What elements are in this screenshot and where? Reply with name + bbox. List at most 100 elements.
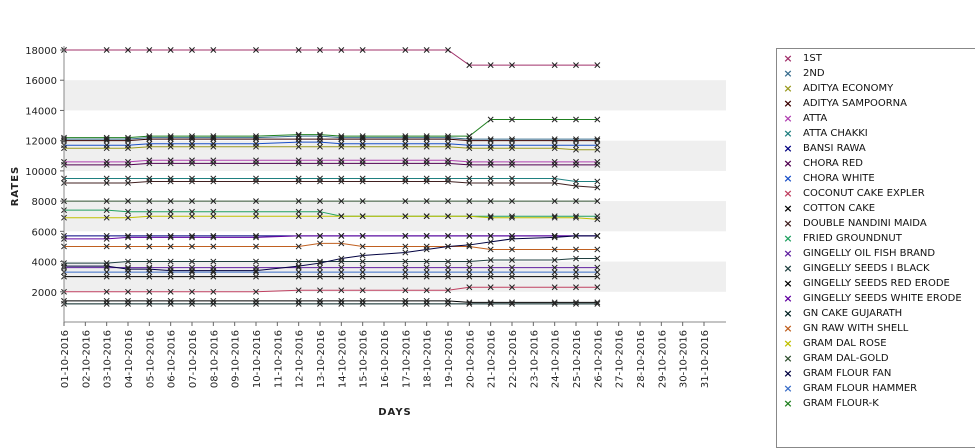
legend-marker-icon: × xyxy=(783,322,793,335)
data-point-stroke xyxy=(317,47,323,53)
data-point-stroke xyxy=(146,300,153,307)
y-tick-label: 14000 xyxy=(25,106,57,117)
data-point-stroke xyxy=(466,180,473,186)
data-point-stroke xyxy=(487,136,494,143)
data-point-stroke xyxy=(167,160,174,167)
data-point xyxy=(210,133,217,140)
data-point xyxy=(210,232,217,239)
data-point-stroke xyxy=(359,243,366,250)
data-point xyxy=(146,269,153,276)
data-point-stroke xyxy=(402,160,409,167)
data-point-stroke xyxy=(594,264,601,271)
data-point-stroke xyxy=(359,300,366,307)
data-point xyxy=(125,264,131,271)
data-point xyxy=(359,213,366,220)
data-point xyxy=(487,269,494,276)
data-point-stroke xyxy=(359,198,366,205)
data-point-stroke xyxy=(253,133,259,140)
data-point xyxy=(317,208,323,215)
data-point xyxy=(466,161,473,168)
data-point xyxy=(317,260,323,267)
data-point-stroke xyxy=(189,178,195,185)
data-point xyxy=(466,133,473,140)
y-tick-label: 18000 xyxy=(25,46,57,57)
data-point xyxy=(338,134,345,141)
data-point xyxy=(509,161,515,168)
data-point xyxy=(423,273,430,280)
data-point xyxy=(103,288,110,295)
data-point-stroke xyxy=(253,269,259,276)
data-point-stroke xyxy=(359,178,366,185)
data-point xyxy=(103,300,110,307)
data-point-stroke xyxy=(338,240,345,247)
data-point-stroke xyxy=(167,232,174,239)
data-point-stroke xyxy=(594,184,601,191)
data-point-stroke xyxy=(573,246,579,253)
data-point-stroke xyxy=(594,146,601,153)
data-point-stroke xyxy=(509,161,515,168)
data-point-stroke xyxy=(487,161,494,168)
data-point xyxy=(551,300,558,307)
data-point-stroke xyxy=(573,116,579,123)
data-point-stroke xyxy=(466,299,473,306)
data-point-stroke xyxy=(125,300,131,307)
data-point xyxy=(359,287,366,294)
data-point-stroke xyxy=(338,255,345,262)
data-point xyxy=(146,160,153,167)
data-point xyxy=(402,287,409,294)
data-point xyxy=(487,161,494,168)
data-point xyxy=(551,234,558,241)
data-point xyxy=(509,214,515,221)
data-point xyxy=(167,269,174,276)
data-point xyxy=(317,143,323,150)
data-point xyxy=(146,198,153,205)
data-point xyxy=(594,264,601,271)
data-point xyxy=(146,232,153,239)
data-point-stroke xyxy=(509,180,515,186)
data-point-stroke xyxy=(167,273,174,280)
data-point xyxy=(402,134,409,141)
data-point-stroke xyxy=(103,264,110,271)
data-point xyxy=(402,198,409,205)
data-point-stroke xyxy=(466,137,473,144)
x-tick-label: 13-10-2016 xyxy=(316,330,327,388)
data-point-stroke xyxy=(338,273,345,280)
data-point xyxy=(551,142,558,149)
data-point-stroke xyxy=(210,213,217,220)
legend-marker-icon: × xyxy=(783,352,793,365)
data-point-stroke xyxy=(253,300,259,307)
data-point-stroke xyxy=(487,269,494,276)
data-point xyxy=(466,241,473,248)
data-point xyxy=(189,160,195,167)
data-point xyxy=(466,213,473,220)
data-point xyxy=(295,273,302,280)
data-point-stroke xyxy=(167,213,174,220)
legend-marker-icon: × xyxy=(783,67,793,80)
data-point xyxy=(317,264,323,271)
data-point-stroke xyxy=(466,241,473,248)
x-tick-label: 14-10-2016 xyxy=(337,330,348,388)
chart-legend: × 1ST × 2ND × ADITYA ECONOMY × ADITYA SAMPOORNA… xyxy=(776,48,975,448)
data-point xyxy=(445,232,451,239)
data-point xyxy=(189,232,195,239)
data-point-stroke xyxy=(253,208,259,215)
data-point xyxy=(189,208,195,215)
data-point-stroke xyxy=(551,198,558,205)
data-point xyxy=(594,116,601,123)
x-tick-label: 11-10-2016 xyxy=(273,330,284,388)
data-point-stroke xyxy=(509,116,515,123)
data-point xyxy=(423,269,430,276)
data-point-stroke xyxy=(338,134,345,141)
data-point xyxy=(103,264,110,271)
data-point xyxy=(509,235,515,242)
data-point-stroke xyxy=(509,214,515,221)
data-point-stroke xyxy=(103,273,110,280)
data-point xyxy=(167,273,174,280)
data-point-stroke xyxy=(103,235,110,242)
data-point xyxy=(317,198,323,205)
data-point-stroke xyxy=(125,269,131,276)
data-point-stroke xyxy=(103,288,110,295)
data-point xyxy=(573,136,579,143)
data-point xyxy=(487,246,494,253)
x-tick-label: 19-10-2016 xyxy=(444,330,455,388)
